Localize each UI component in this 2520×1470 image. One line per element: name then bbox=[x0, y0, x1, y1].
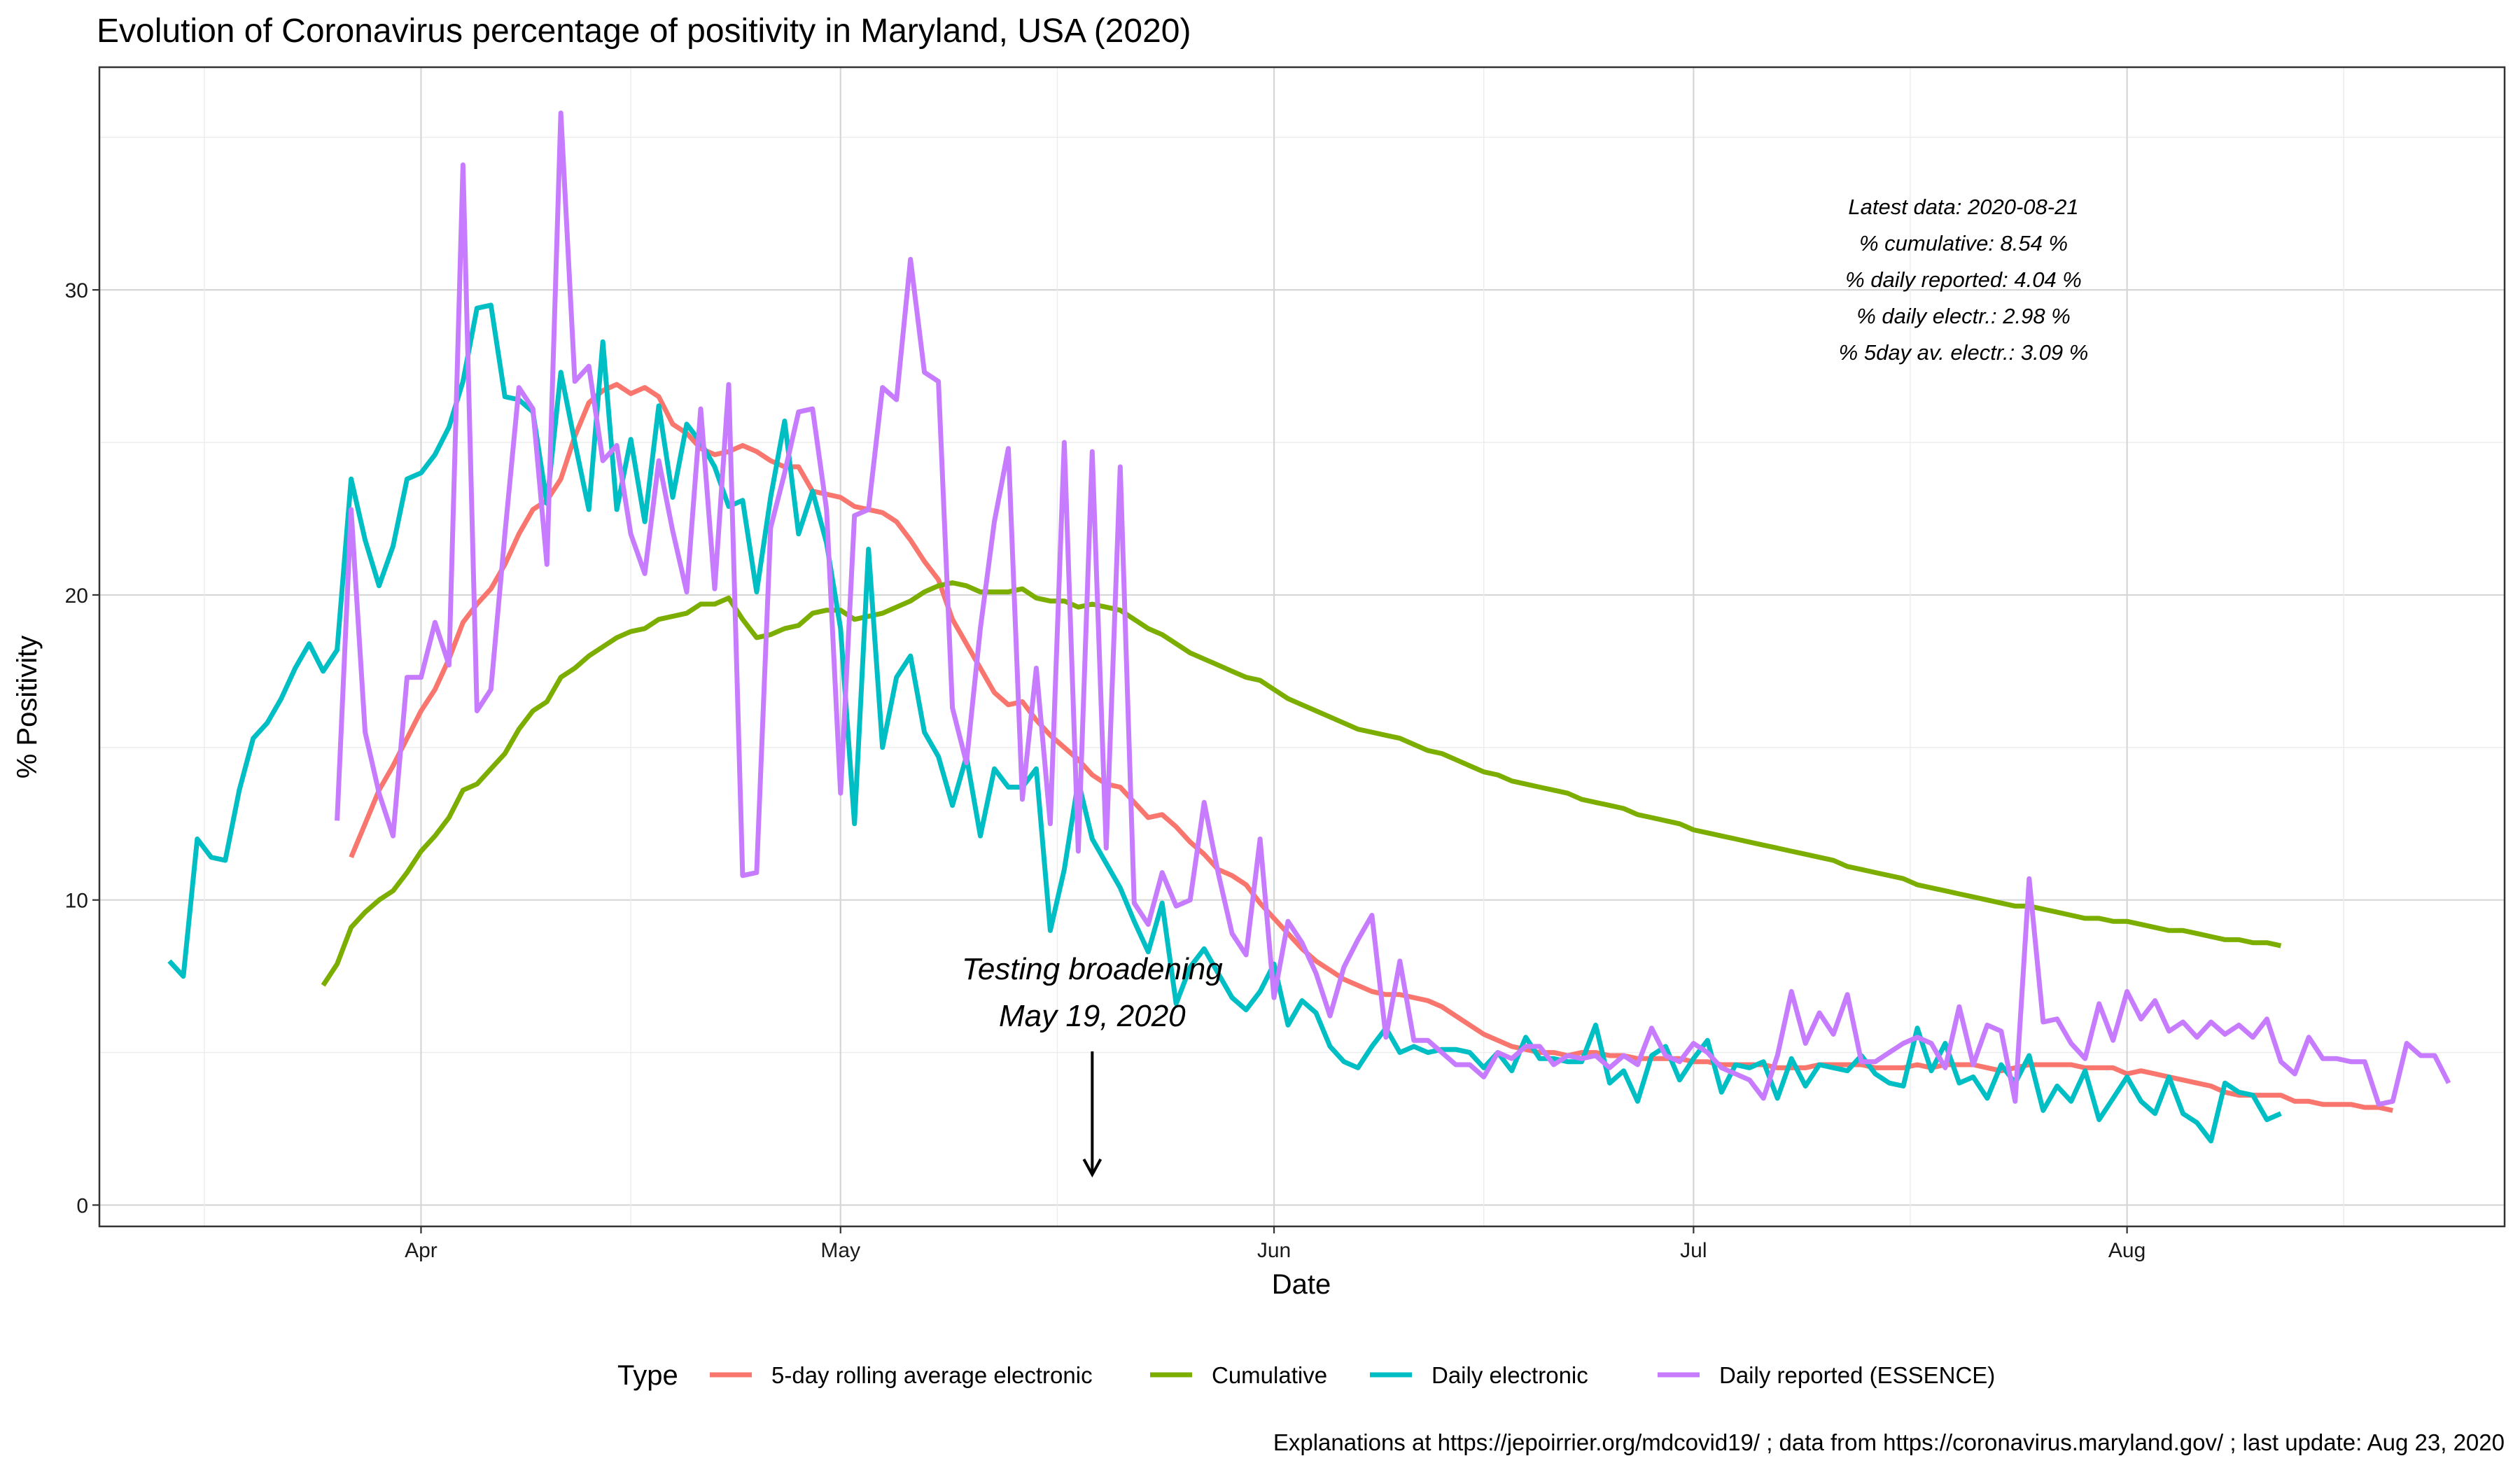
annotation-line-2: May 19, 2020 bbox=[999, 999, 1186, 1033]
plot-panel bbox=[99, 67, 2505, 1226]
rolling-average-note-line: % 5day av. electr.: 3.09 % bbox=[1839, 340, 2089, 365]
legend-label: Cumulative bbox=[1212, 1362, 1327, 1388]
y-tick-label: 30 bbox=[65, 279, 88, 302]
testing-annotation: Testing broadening May 19, 2020 bbox=[962, 952, 1223, 1178]
legend: Type 5-day rolling average electronic Cum… bbox=[617, 1360, 1995, 1391]
chart-title: Evolution of Coronavirus percentage of p… bbox=[97, 13, 1191, 50]
x-tick-label: May bbox=[820, 1239, 860, 1262]
x-tick-label: Jul bbox=[1680, 1239, 1707, 1262]
y-axis-title: % Positivity bbox=[12, 636, 43, 779]
axes: 0 10 20 30 Apr May Jun Jul Aug bbox=[65, 279, 2146, 1262]
cumulative-note-line: % cumulative: 8.54 % bbox=[1859, 231, 2068, 255]
source-caption: Explanations at https://jepoirrier.org/m… bbox=[1273, 1429, 2505, 1455]
annotation-arrow-head bbox=[1082, 1158, 1102, 1178]
y-tick-label: 0 bbox=[76, 1194, 88, 1217]
series-lines bbox=[167, 110, 2451, 1144]
series-line bbox=[321, 580, 2282, 987]
annotation-line-1: Testing broadening bbox=[962, 952, 1223, 986]
series-line bbox=[349, 382, 2393, 1113]
legend-label: Daily electronic bbox=[1432, 1362, 1588, 1388]
plot-area: Testing broadening May 19, 2020 Latest d… bbox=[98, 66, 2506, 1228]
legend-label: 5-day rolling average electronic bbox=[771, 1362, 1093, 1388]
x-axis-title: Date bbox=[1272, 1269, 1331, 1300]
x-tick-label: Apr bbox=[405, 1239, 438, 1262]
legend-title: Type bbox=[617, 1360, 678, 1391]
y-tick-label: 20 bbox=[65, 584, 88, 608]
latest-data-note: Latest data: 2020-08-21 % cumulative: 8.… bbox=[1839, 195, 2089, 365]
series-line bbox=[335, 110, 2451, 1107]
x-tick-label: Jun bbox=[1257, 1239, 1291, 1262]
y-tick-label: 10 bbox=[65, 890, 88, 913]
series-line bbox=[167, 302, 2282, 1144]
plot-border bbox=[98, 66, 2506, 1228]
legend-label: Daily reported (ESSENCE) bbox=[1719, 1362, 1995, 1388]
daily-electronic-note-line: % daily electr.: 2.98 % bbox=[1856, 304, 2071, 328]
latest-data-line: Latest data: 2020-08-21 bbox=[1848, 195, 2078, 219]
daily-reported-note-line: % daily reported: 4.04 % bbox=[1845, 267, 2082, 292]
x-tick-label: Aug bbox=[2108, 1239, 2146, 1262]
